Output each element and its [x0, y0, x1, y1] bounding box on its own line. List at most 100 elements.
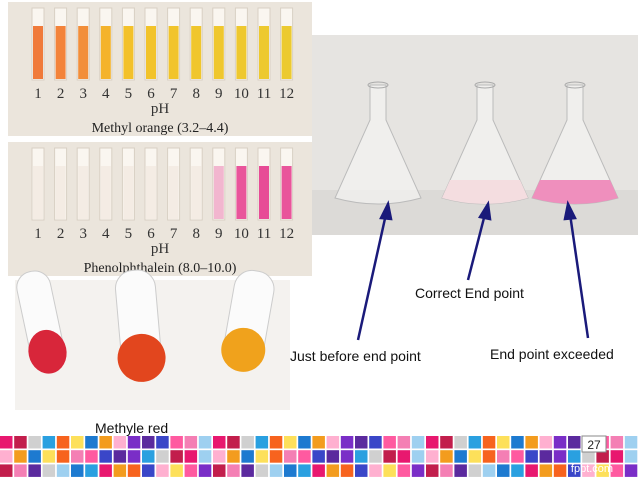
- mosaic-tile: [340, 464, 354, 477]
- mosaic-tile: [170, 464, 183, 477]
- mosaic-tile: [184, 436, 198, 449]
- liquid: [117, 333, 166, 382]
- mosaic-tile: [426, 436, 439, 449]
- mosaic-tile: [241, 450, 254, 463]
- mosaic-tile: [568, 450, 581, 463]
- mosaic-tile: [355, 436, 368, 449]
- mosaic-tile: [142, 450, 155, 463]
- ph-number: 4: [102, 226, 110, 242]
- ph-number: 10: [234, 226, 249, 242]
- mosaic-tile: [440, 436, 453, 449]
- liquid: [236, 166, 247, 219]
- mosaic-tile: [426, 464, 439, 477]
- mosaic-tile: [426, 450, 439, 463]
- liquid: [213, 26, 224, 79]
- mosaic-tile: [198, 450, 212, 463]
- flask-rim: [474, 81, 496, 89]
- mosaic-tile: [14, 436, 27, 449]
- mosaic-tile: [454, 450, 467, 463]
- mosaic-tile: [624, 450, 638, 463]
- mosaic-tile: [312, 436, 325, 449]
- mosaic-tile: [99, 436, 112, 449]
- axis-label: pH: [151, 101, 170, 117]
- mosaic-tile: [397, 450, 411, 463]
- ph-number: 2: [57, 226, 65, 242]
- mosaic-tile: [14, 464, 27, 477]
- page-box: [581, 435, 607, 453]
- flasks-photo: [312, 35, 638, 235]
- flask-liquid: [532, 180, 618, 204]
- mosaic-tile: [596, 464, 609, 477]
- mosaic-tile: [284, 436, 297, 449]
- flask: [334, 84, 422, 205]
- mosaic-tile: [127, 464, 141, 477]
- liquid: [55, 166, 66, 219]
- mosaic-tile: [56, 436, 70, 449]
- arrow: [356, 213, 388, 341]
- mosaic-tile: [397, 464, 411, 477]
- mosaic-tile: [610, 464, 624, 477]
- mosaic-tile: [269, 436, 283, 449]
- mosaic-tile: [170, 450, 183, 463]
- mosaic-tile: [71, 450, 84, 463]
- mosaic-tile: [0, 436, 13, 449]
- liquid: [213, 166, 224, 219]
- axis-label: pH: [151, 241, 170, 257]
- mosaic-tile: [85, 450, 98, 463]
- footer-mosaic: [0, 436, 638, 477]
- mosaic-tile: [482, 436, 496, 449]
- mosaic-tile: [255, 450, 269, 463]
- mosaic-tile: [582, 464, 595, 477]
- mosaic-tile: [312, 464, 325, 477]
- mosaic-tile: [56, 464, 70, 477]
- mosaic-tile: [383, 464, 396, 477]
- ph-number: 7: [170, 226, 178, 242]
- liquid: [33, 166, 43, 219]
- mosaic-tile: [511, 464, 524, 477]
- mosaic-tile: [71, 436, 84, 449]
- mosaic-tile: [213, 464, 226, 477]
- mosaic-tile: [482, 464, 496, 477]
- mosaic-tile: [440, 464, 453, 477]
- ph-number: 5: [125, 226, 133, 242]
- mosaic-tile: [468, 436, 482, 449]
- mosaic-tile: [440, 450, 453, 463]
- mosaic-tile: [184, 450, 198, 463]
- mosaic-tile: [298, 464, 311, 477]
- liquid: [100, 166, 111, 219]
- mosaic-tile: [284, 450, 297, 463]
- mosaic-tile: [369, 464, 382, 477]
- mosaic-tile: [411, 436, 425, 449]
- mosaic-tile: [241, 464, 254, 477]
- mosaic-tile: [568, 464, 581, 477]
- mosaic-tile: [42, 436, 56, 449]
- label: End point exceeded: [490, 346, 614, 362]
- mosaic-tile: [497, 436, 510, 449]
- mosaic-tile: [553, 450, 567, 463]
- mosaic-tile: [468, 464, 482, 477]
- mosaic-tile: [42, 464, 56, 477]
- mosaic-tile: [284, 464, 297, 477]
- mosaic-tile: [127, 436, 141, 449]
- mosaic-tile: [369, 450, 382, 463]
- flask-liquid: [442, 180, 528, 204]
- mosaic-tile: [539, 450, 553, 463]
- mosaic-tile: [482, 450, 496, 463]
- mosaic-tile: [170, 436, 183, 449]
- mosaic-tile: [71, 464, 84, 477]
- mosaic-tile: [340, 436, 354, 449]
- mosaic-tile: [269, 464, 283, 477]
- mosaic-tile: [156, 436, 169, 449]
- flask-rim: [564, 81, 586, 89]
- liquid: [55, 26, 66, 79]
- mosaic-tile: [156, 464, 169, 477]
- liquid: [281, 26, 292, 79]
- liquid: [221, 327, 266, 372]
- mosaic-tile: [511, 450, 524, 463]
- mosaic-tile: [184, 464, 198, 477]
- liquid: [191, 166, 202, 219]
- liquid: [123, 166, 134, 219]
- ph-number: 10: [234, 86, 249, 102]
